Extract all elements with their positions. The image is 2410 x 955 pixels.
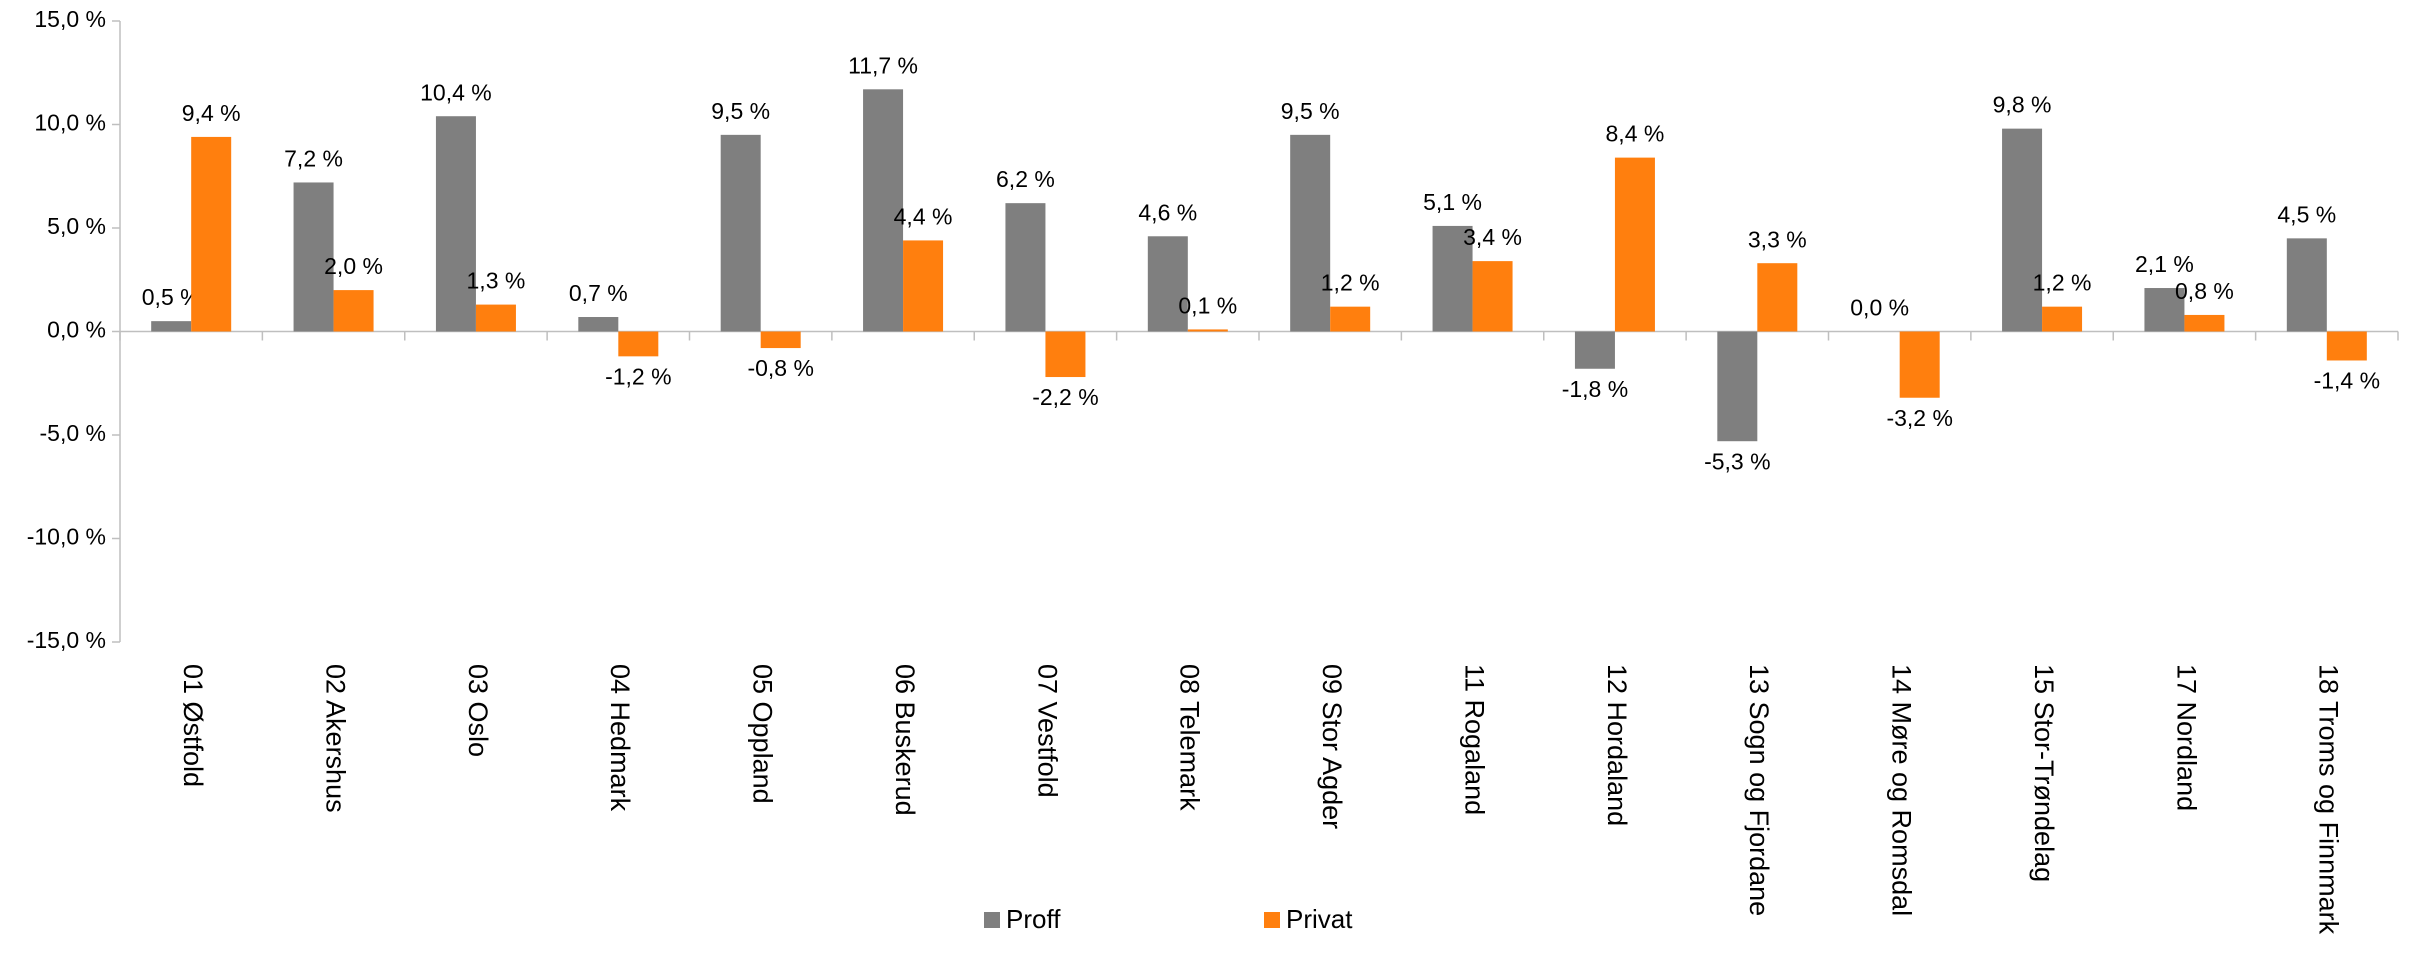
value-label: -1,2 % [605,363,671,389]
bar [151,321,192,332]
y-tick-label: 15,0 % [34,6,106,32]
bar [1574,331,1615,369]
bar [2144,288,2185,332]
value-label: 2,0 % [324,253,383,279]
x-tick-label: 01 Østfold [178,664,208,787]
bar [2326,331,2367,361]
value-label: 4,5 % [2277,201,2336,227]
y-tick-label: -5,0 % [40,420,106,446]
value-label: 1,2 % [2033,270,2092,296]
x-tick-label: 17 Nordland [2171,664,2201,811]
bar [2042,306,2083,332]
bar [1330,306,1371,332]
x-tick-label: 08 Telemark [1175,664,1205,811]
value-label: -1,8 % [1562,376,1628,402]
bar [2002,128,2043,332]
x-tick-label: 11 Rogaland [1459,664,1489,815]
bar [1187,329,1228,332]
bar [293,182,334,332]
x-tick-label: 14 Møre og Romsdal [1887,664,1917,916]
legend-label: Proff [1006,904,1061,934]
x-tick-label: 03 Oslo [463,664,493,757]
value-label: 4,4 % [894,203,953,229]
bar [1290,134,1331,332]
x-tick-label: 15 Stor-Trøndelag [2029,664,2059,882]
bar [578,317,619,332]
x-tick-label: 07 Vestfold [1032,664,1062,798]
x-tick-label: 18 Troms og Finnmark [2314,664,2344,935]
y-tick-label: 0,0 % [47,317,106,343]
bar [475,304,516,332]
value-label: 7,2 % [284,146,343,172]
value-label: 9,8 % [1993,92,2052,118]
x-tick-label: 09 Stor Agder [1317,664,1347,829]
y-tick-label: -15,0 % [27,627,106,653]
x-tick-label: 02 Akershus [320,664,350,813]
x-tick-label: 12 Hordaland [1602,664,1632,826]
legend-swatch [984,912,1000,928]
value-label: 9,5 % [711,98,770,124]
value-label: 6,2 % [996,166,1055,192]
bar [903,240,944,332]
bar [1432,225,1473,332]
bar [720,134,761,332]
bar [1717,331,1758,442]
bar [1147,236,1188,332]
legend-swatch [1264,912,1280,928]
y-tick-label: 5,0 % [47,213,106,239]
value-label: 9,5 % [1281,98,1340,124]
value-label: 9,4 % [182,100,241,126]
value-label: 4,6 % [1138,199,1197,225]
value-label: 1,2 % [1321,270,1380,296]
bar [1899,331,1940,398]
value-label: -5,3 % [1704,448,1770,474]
bar [1614,157,1655,332]
y-tick-label: -10,0 % [27,524,106,550]
value-label: 0,7 % [569,280,628,306]
value-label: 8,4 % [1606,121,1665,147]
value-label: 5,1 % [1423,189,1482,215]
x-tick-label: 13 Sogn og Fjordane [1744,664,1774,916]
value-label: 1,3 % [467,268,526,294]
bar [435,116,476,332]
bar [1757,263,1798,332]
value-label: 0,8 % [2175,278,2234,304]
bar [1045,331,1086,378]
bar [863,89,904,332]
bar [760,331,801,349]
value-label: 3,4 % [1463,224,1522,250]
bar [333,290,374,332]
value-label: 11,7 % [848,52,918,78]
value-label: 0,5 % [142,284,201,310]
bar [1472,261,1513,332]
value-label: -2,2 % [1032,384,1098,410]
value-label: -1,4 % [2314,368,2380,394]
value-label: 0,0 % [1850,295,1909,321]
x-tick-label: 05 Oppland [748,664,778,804]
bar [2184,314,2225,332]
y-tick-label: 10,0 % [34,110,106,136]
x-tick-label: 04 Hedmark [605,664,635,812]
value-label: 3,3 % [1748,226,1807,252]
value-label: 0,1 % [1178,293,1237,319]
bar [1005,203,1046,332]
bar [191,136,232,332]
value-label: -3,2 % [1886,405,1952,431]
x-tick-label: 06 Buskerud [890,664,920,816]
value-label: -0,8 % [747,355,813,381]
legend-label: Privat [1286,904,1353,934]
bar [618,331,659,357]
value-label: 10,4 % [420,79,492,105]
value-label: 2,1 % [2135,251,2194,277]
bar [2286,238,2327,332]
